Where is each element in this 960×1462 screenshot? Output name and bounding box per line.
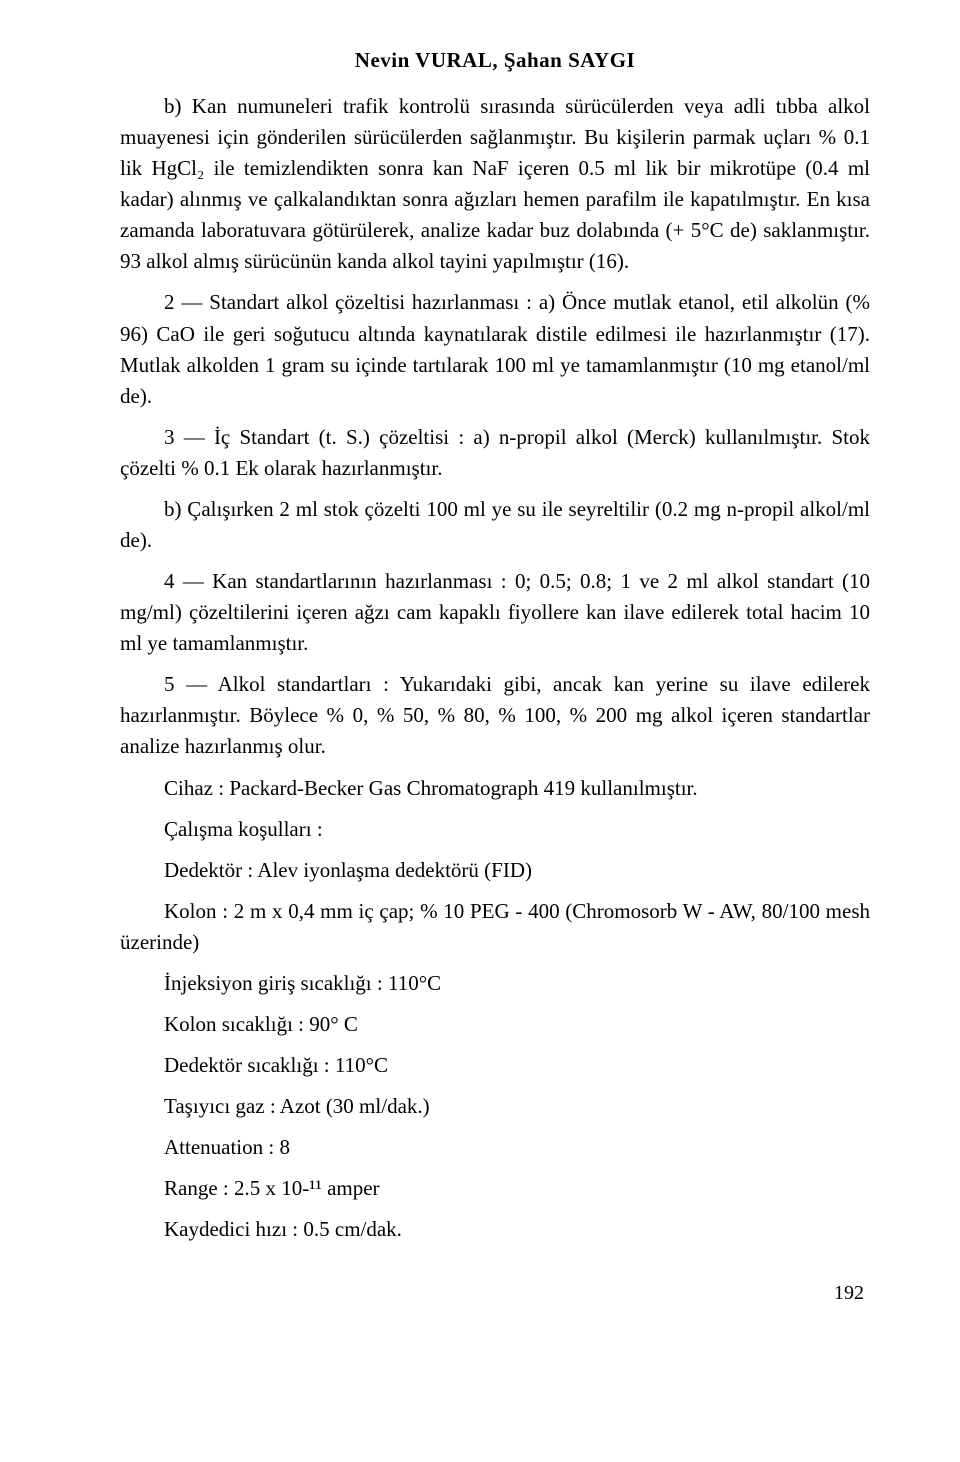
- paragraph: Dedektör : Alev iyonlaşma dedektörü (FID…: [120, 855, 870, 886]
- paragraph: Dedektör sıcaklığı : 110°C: [120, 1050, 870, 1081]
- page-number: 192: [120, 1282, 870, 1305]
- paragraph: Taşıyıcı gaz : Azot (30 ml/dak.): [120, 1091, 870, 1122]
- document-page: Nevin VURAL, Şahan SAYGI b) Kan numunele…: [120, 48, 870, 1305]
- paragraph: İnjeksiyon giriş sıcaklığı : 110°C: [120, 968, 870, 999]
- paragraph: Range : 2.5 x 10-¹¹ amper: [120, 1173, 870, 1204]
- paragraph: 2 — Standart alkol çözeltisi hazırlanmas…: [120, 287, 870, 411]
- paragraph: 4 — Kan standartlarının hazırlanması : 0…: [120, 566, 870, 659]
- author-line: Nevin VURAL, Şahan SAYGI: [120, 48, 870, 73]
- paragraph: 5 — Alkol standartları : Yukarıdaki gibi…: [120, 669, 870, 762]
- paragraph: Attenuation : 8: [120, 1132, 870, 1163]
- paragraph: Kolon : 2 m x 0,4 mm iç çap; % 10 PEG - …: [120, 896, 870, 958]
- paragraph: Kaydedici hızı : 0.5 cm/dak.: [120, 1214, 870, 1245]
- paragraph: b) Çalışırken 2 ml stok çözelti 100 ml y…: [120, 494, 870, 556]
- paragraph: 3 — İç Standart (t. S.) çözeltisi : a) n…: [120, 422, 870, 484]
- paragraph: b) Kan numuneleri trafik kontrolü sırası…: [120, 91, 870, 277]
- paragraph: Çalışma koşulları :: [120, 814, 870, 845]
- body-text: b) Kan numuneleri trafik kontrolü sırası…: [120, 91, 870, 1246]
- paragraph: Kolon sıcaklığı : 90° C: [120, 1009, 870, 1040]
- paragraph: Cihaz : Packard-Becker Gas Chromatograph…: [120, 773, 870, 804]
